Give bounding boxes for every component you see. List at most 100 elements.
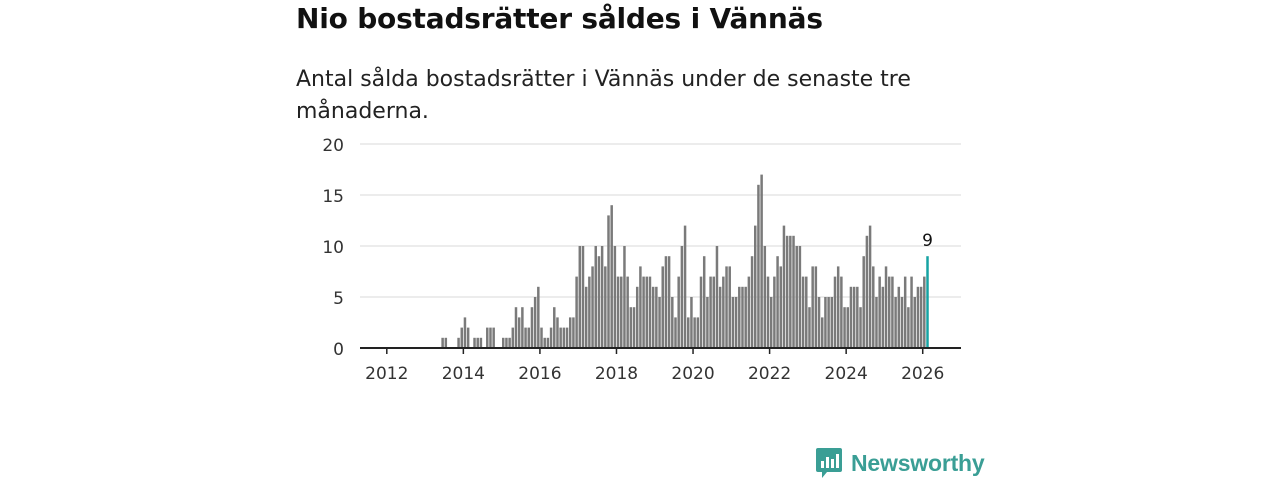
bar [667, 256, 671, 348]
bar [655, 286, 658, 348]
x-tick-label: 2012 [365, 364, 408, 384]
bar [540, 327, 543, 348]
bar [521, 307, 524, 348]
bar [859, 307, 862, 348]
bar [840, 276, 843, 348]
bar [795, 246, 798, 348]
bar [690, 297, 693, 348]
bar [731, 297, 735, 348]
bar [565, 327, 569, 348]
bar [460, 327, 464, 348]
bar [683, 225, 687, 348]
bar [801, 276, 805, 348]
newsworthy-logo[interactable]: Newsworthy [815, 446, 985, 480]
bar [757, 184, 760, 348]
bar [718, 286, 722, 348]
bar [747, 276, 751, 348]
bar [466, 327, 470, 348]
bar [827, 297, 830, 348]
bar [524, 327, 527, 348]
bar [620, 276, 623, 348]
bar [887, 276, 891, 348]
bar [486, 327, 489, 348]
bar [862, 256, 865, 348]
bar [872, 266, 875, 348]
bar [852, 286, 856, 348]
bar [830, 297, 834, 348]
bar [517, 317, 521, 348]
bar [505, 337, 508, 348]
chart-title: Nio bostadsrätter såldes i Vännäs [296, 2, 823, 35]
bar [457, 337, 460, 348]
bar [741, 286, 744, 348]
bar [553, 307, 556, 348]
bar [715, 246, 719, 348]
bar [642, 276, 645, 348]
bar [699, 276, 703, 348]
bar [766, 276, 770, 348]
bar [600, 246, 604, 348]
x-tick-label: 2016 [518, 364, 561, 384]
bar [581, 246, 585, 348]
bar [575, 276, 578, 348]
bar-chart-logo-icon [816, 448, 842, 478]
bar [843, 307, 846, 348]
bar [661, 266, 664, 348]
bar [706, 297, 709, 348]
bar [543, 337, 546, 348]
bar [798, 246, 802, 348]
bar [808, 307, 811, 348]
brand-name: Newsworthy [851, 449, 985, 476]
bar [849, 286, 853, 348]
bar [479, 337, 483, 348]
x-tick-label: 2024 [825, 364, 868, 384]
bar [769, 297, 773, 348]
bar [722, 276, 725, 348]
bar [616, 276, 620, 348]
bar [805, 276, 808, 348]
bar [556, 317, 559, 348]
bar [674, 317, 677, 348]
bar [632, 307, 636, 348]
bar [814, 266, 818, 348]
bar [728, 266, 731, 348]
bar [894, 297, 897, 348]
bar [750, 256, 754, 348]
bar [568, 317, 572, 348]
y-tick-label: 10 [322, 238, 344, 258]
bar [776, 256, 779, 348]
bar [680, 246, 684, 348]
bar [549, 327, 553, 348]
bar [508, 337, 511, 348]
bar [693, 317, 696, 348]
bar [792, 235, 795, 348]
bar [891, 276, 894, 348]
y-tick-label: 0 [333, 340, 344, 360]
bar [916, 286, 920, 348]
bar [878, 276, 881, 348]
bar [533, 297, 537, 348]
bar [923, 276, 926, 348]
bar [514, 307, 518, 348]
bar [501, 337, 505, 348]
bar [865, 235, 869, 348]
x-tick-label: 2018 [595, 364, 638, 384]
bar [696, 317, 700, 348]
bar [578, 246, 582, 348]
bar [607, 215, 610, 348]
bar [744, 286, 747, 348]
bar [511, 327, 515, 348]
bar [712, 276, 716, 348]
bar-chart: 0 5 10 15 20 9 2012 2014 2016 2018 2020 2022 2024 202… [322, 136, 961, 384]
bar [584, 286, 588, 348]
bar [919, 286, 923, 348]
bar [664, 256, 668, 348]
bar [856, 286, 859, 348]
bar [492, 327, 495, 348]
bar [597, 256, 601, 348]
bar [635, 286, 639, 348]
bar [441, 337, 444, 348]
bar [763, 246, 767, 348]
bar [489, 327, 492, 348]
bar [754, 225, 757, 348]
